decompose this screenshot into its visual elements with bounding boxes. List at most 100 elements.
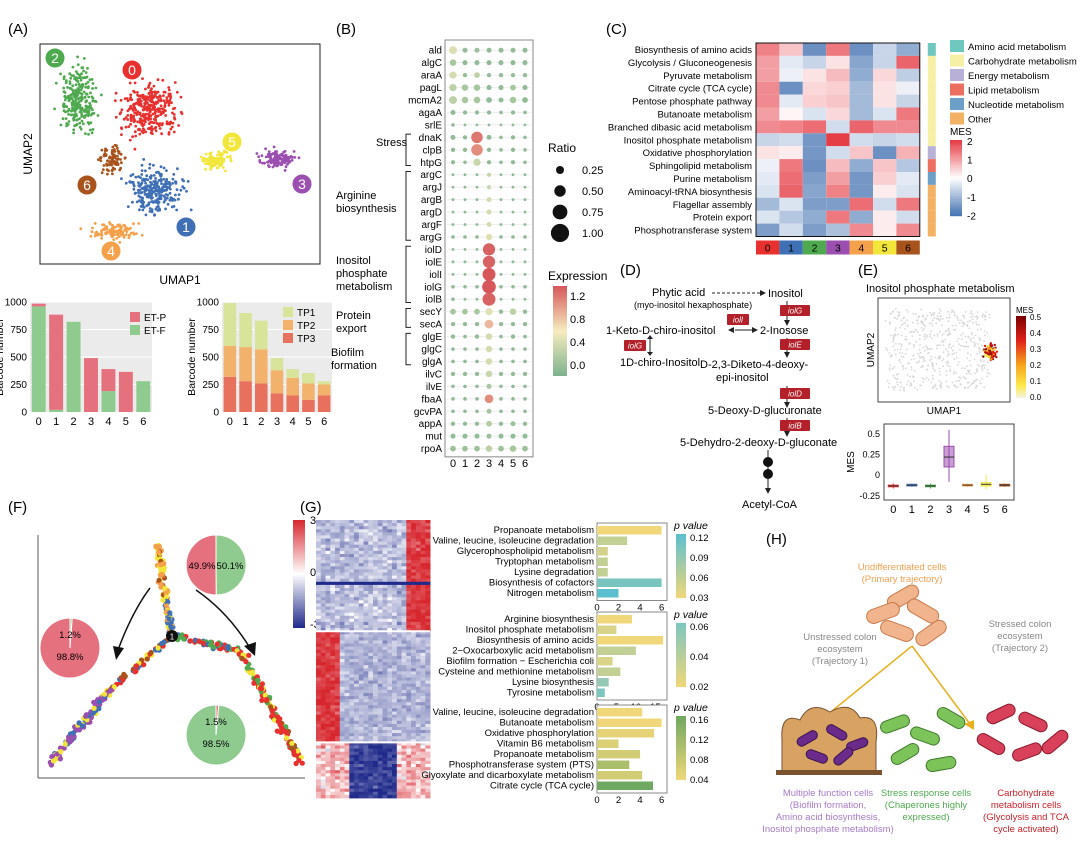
gene-label: fbaA bbox=[421, 394, 442, 405]
g-heat-cell bbox=[406, 612, 412, 617]
g-heat-cell bbox=[401, 720, 407, 725]
g-heat-cell bbox=[316, 649, 322, 654]
dot bbox=[451, 272, 455, 276]
g-heat-cell bbox=[325, 603, 331, 607]
g-heat-cell bbox=[316, 727, 322, 731]
umap-e-point bbox=[988, 373, 991, 375]
umap-e-point bbox=[929, 311, 932, 314]
g-heat-cell bbox=[368, 581, 374, 586]
g-heat-cell bbox=[363, 569, 369, 573]
g-heat-cell bbox=[420, 736, 426, 740]
g-heat-cell bbox=[415, 600, 421, 604]
umap-point bbox=[120, 177, 123, 181]
g-heat-cell bbox=[420, 621, 426, 626]
dot bbox=[498, 371, 504, 377]
umap-e-point bbox=[953, 358, 956, 361]
g-heat-cell bbox=[392, 730, 398, 734]
umap-e-point bbox=[970, 331, 973, 334]
g-heat-cell bbox=[330, 702, 336, 706]
g-heat-cell bbox=[320, 680, 326, 685]
umap-e-point bbox=[930, 355, 932, 358]
umap-e-point bbox=[919, 334, 921, 336]
bar-x-tick: 1 bbox=[53, 416, 59, 428]
umap-e-point bbox=[903, 316, 905, 319]
heatmap-cell bbox=[802, 120, 827, 134]
g-heat-cell bbox=[415, 655, 421, 660]
umap-point bbox=[271, 152, 275, 155]
g-heat-cell bbox=[354, 699, 360, 703]
umap-e-point bbox=[916, 388, 919, 391]
umap-e-point bbox=[896, 383, 899, 386]
g-heat-cell bbox=[401, 563, 407, 567]
g-heat-cell bbox=[335, 532, 341, 536]
g-heat-cell bbox=[396, 547, 402, 552]
g-heat-cell bbox=[420, 612, 426, 617]
legend-swatch bbox=[283, 307, 293, 317]
umap-point bbox=[80, 108, 83, 112]
g-heat-cell bbox=[325, 739, 331, 743]
umap-point bbox=[154, 192, 158, 196]
dot bbox=[485, 308, 493, 316]
g-heat-cell bbox=[373, 578, 379, 583]
g-heat-cell bbox=[392, 566, 398, 570]
umap-e-point bbox=[934, 383, 937, 386]
g-heat-cell bbox=[344, 736, 350, 740]
bar-segment bbox=[255, 320, 268, 350]
g-heat-cell bbox=[349, 668, 355, 672]
g-heat-cell bbox=[373, 720, 379, 725]
heatmap-cell bbox=[826, 184, 850, 198]
g-heat-cell bbox=[316, 739, 322, 743]
g-heat-cell bbox=[377, 566, 383, 570]
g-heat-cell bbox=[349, 618, 355, 623]
dot bbox=[523, 148, 527, 152]
gene-label: argG bbox=[420, 232, 442, 243]
bar-x-tick: 4 bbox=[290, 416, 296, 428]
umap-e-point bbox=[888, 352, 891, 354]
umap-point bbox=[72, 131, 75, 135]
g-heat-cell bbox=[339, 646, 345, 651]
heatmap-col-color bbox=[802, 240, 827, 255]
umap-e-point bbox=[930, 322, 933, 325]
g-heat-cell bbox=[349, 640, 355, 644]
pathway-step-dot bbox=[763, 469, 773, 479]
g-heat-cell bbox=[420, 739, 426, 743]
g-heat-cell bbox=[320, 591, 326, 595]
umap-e-point bbox=[889, 321, 891, 324]
umap-point bbox=[86, 114, 90, 117]
g-heat-cell bbox=[382, 640, 388, 644]
g-heat-cell bbox=[377, 575, 383, 580]
heatmap-cell bbox=[873, 55, 897, 69]
g-heat-cell bbox=[358, 748, 364, 753]
g-heat-cell bbox=[392, 649, 398, 654]
dot bbox=[523, 284, 527, 289]
g-heat-cell bbox=[316, 699, 322, 703]
g-heat-cell bbox=[373, 597, 379, 601]
g-heat-cell bbox=[425, 526, 431, 530]
dot bbox=[499, 397, 503, 401]
umap-point bbox=[166, 202, 170, 206]
pathway-d: Phytic acid (myo-inositol hexaphosphate)… bbox=[606, 287, 837, 511]
g-heat-cell bbox=[411, 575, 417, 580]
umap-point bbox=[137, 191, 140, 195]
trajectory-point bbox=[239, 655, 245, 662]
umap-e-point bbox=[961, 325, 964, 328]
dot bbox=[475, 272, 479, 276]
boxplot-y-tick: -0.25 bbox=[859, 491, 880, 501]
umap-point bbox=[162, 109, 166, 113]
dot bbox=[450, 134, 456, 140]
g-heat-cell bbox=[330, 628, 336, 632]
umap-e-point bbox=[903, 389, 905, 392]
g-heat-cell bbox=[344, 689, 350, 694]
g-heat-cell bbox=[335, 733, 341, 737]
g-heat-cell bbox=[339, 745, 345, 749]
g-heat-cell bbox=[411, 600, 417, 604]
umap-e-point bbox=[907, 311, 909, 313]
umap-e-point bbox=[954, 329, 957, 331]
g-heat-cell bbox=[382, 523, 388, 527]
mes-colorbar-step bbox=[950, 204, 962, 207]
group-label: biosynthesis bbox=[336, 203, 397, 215]
g-heat-cell bbox=[354, 560, 360, 564]
umap-e-point bbox=[913, 343, 915, 346]
umap-point bbox=[98, 156, 102, 160]
